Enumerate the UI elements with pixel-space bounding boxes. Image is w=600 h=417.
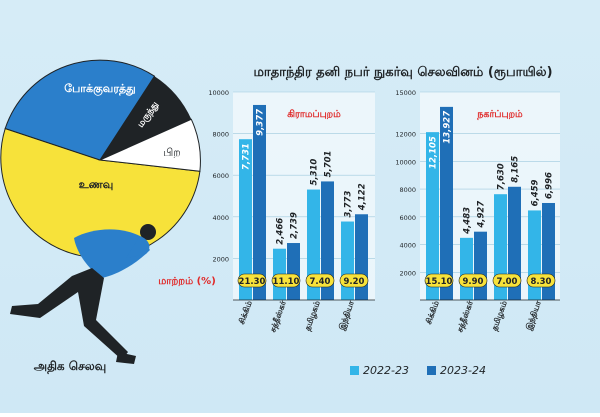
y-tick-label: 12000 (395, 131, 416, 139)
bar-2022-23-3 (341, 221, 354, 300)
data-label: 2,739 (290, 212, 300, 239)
legend: 2022-23 2023-24 (350, 364, 486, 377)
pie-illustration: போக்குவரத்து மருந்து பிற உணவு (0, 59, 201, 259)
bar-2023-24-1 (474, 231, 487, 300)
pie-label-transport: போக்குவரத்து (64, 82, 135, 97)
y-tick-label: 6000 (212, 172, 229, 180)
change-pct-label: 7.40 (310, 277, 331, 287)
legend-swatch-2022-23 (350, 366, 359, 375)
legend-label-2022-23: 2022-23 (363, 364, 409, 377)
man-illustration (10, 224, 156, 364)
data-label: 2,466 (276, 218, 286, 245)
panel-rural: 200040006000800010000ரூபாய்கிராமப்புறம்7… (208, 89, 375, 334)
y-tick-label: 6000 (399, 214, 416, 222)
panel-urban: 2000400060008000100001200015000ரூபாய்நகர… (395, 89, 560, 334)
data-label: 7,630 (497, 163, 507, 190)
panel-title: நகர்ப்புறம் (476, 109, 523, 120)
y-tick-label: 10000 (395, 158, 416, 166)
illustration-caption: அதிக செலவு (34, 359, 106, 374)
y-tick-label: 2000 (399, 269, 416, 277)
change-pill (271, 273, 301, 288)
bar-2022-23-0 (426, 132, 439, 300)
change-pct-label: 11.10 (273, 277, 300, 287)
change-pct-label: 21.30 (239, 277, 266, 287)
data-label: 4,483 (463, 207, 473, 235)
bar-2023-24-1 (287, 243, 300, 300)
panel-title: கிராமப்புறம் (287, 108, 341, 120)
change-pct-label: 15.10 (426, 277, 453, 287)
change-pill (305, 273, 335, 288)
data-label: 7,731 (242, 143, 252, 170)
y-tick-label: 8000 (212, 131, 229, 139)
pie-slice-other (98, 118, 201, 172)
data-label: 6,459 (531, 179, 541, 206)
change-pill (526, 273, 556, 288)
change-pct-label: 8.30 (531, 277, 552, 287)
bar-2023-24-0 (253, 104, 266, 300)
data-label: 5,701 (324, 151, 334, 178)
category-label: தமிழகம் (490, 299, 510, 332)
bar-2022-23-1 (460, 237, 473, 300)
y-tick-label: 8000 (399, 186, 416, 194)
pie-label-other: பிற (163, 146, 181, 159)
y-tick-label: 2000 (212, 255, 229, 263)
category-label: இந்தியா (524, 299, 544, 333)
data-label: 4,927 (477, 201, 487, 229)
category-label: இந்தியா (337, 299, 357, 333)
legend-swatch-2023-24 (427, 366, 436, 375)
y-tick-label: 10000 (208, 89, 229, 97)
bar-2023-24-2 (508, 186, 521, 300)
change-pill (424, 273, 454, 288)
bar-2023-24-0 (440, 106, 453, 300)
change-pct-label: 9.90 (463, 277, 484, 287)
change-pct-label: 9.20 (344, 277, 365, 287)
pie-label-food: உணவு (79, 178, 114, 191)
man-arm (126, 236, 150, 258)
change-pill (237, 273, 267, 288)
change-pct-label: 7.00 (497, 277, 518, 287)
y-tick-label: 4000 (399, 242, 416, 250)
chart-title: மாதாந்திர தனி நபர் நுகர்வு செலவினம் (ரூப… (253, 65, 552, 80)
category-label: சத்தீஸ்கர் (268, 299, 289, 334)
pie-slice-transport (4, 59, 156, 161)
legend-label-2023-24: 2023-24 (440, 364, 486, 377)
data-label: 3,773 (344, 191, 354, 218)
bar-2023-24-2 (321, 181, 334, 300)
data-label: 8,165 (511, 156, 521, 183)
y-tick-label: 4000 (212, 214, 229, 222)
change-pill (339, 273, 369, 288)
man-legs (10, 268, 128, 360)
category-label: சத்தீஸ்கர் (455, 299, 476, 334)
data-label: 5,310 (310, 159, 320, 186)
man-head (140, 224, 156, 240)
bar-2022-23-2 (494, 194, 507, 300)
category-label: சிக்கிம் (424, 299, 441, 326)
category-label: சிக்கிம் (237, 299, 254, 326)
change-pill (492, 273, 522, 288)
data-label: 12,105 (429, 136, 439, 169)
data-label: 6,996 (545, 172, 555, 199)
data-label: 13,927 (443, 111, 453, 144)
change-label: மாற்றம் (%) (158, 276, 216, 287)
data-label: 9,377 (256, 109, 266, 136)
bar-2022-23-2 (307, 189, 320, 300)
category-label: தமிழகம் (303, 299, 323, 332)
bar-2022-23-0 (239, 139, 252, 300)
man-shirt (74, 229, 150, 278)
data-label: 4,122 (358, 183, 368, 211)
man-shoe-front (116, 352, 136, 364)
change-pill (458, 273, 488, 288)
y-tick-label: 15000 (395, 89, 416, 97)
pie-slice-medicine (100, 76, 192, 160)
